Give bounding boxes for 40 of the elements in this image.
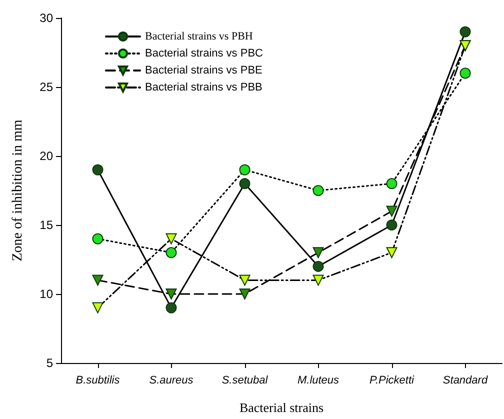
point xyxy=(386,206,398,217)
x-tick-label: Standard xyxy=(442,374,488,386)
point xyxy=(166,288,177,300)
point xyxy=(386,220,398,230)
point xyxy=(239,178,250,190)
point xyxy=(386,178,398,190)
x-tick-label: M.luteus xyxy=(297,374,340,386)
legend-label: Bacterial strains vs PBC xyxy=(145,48,264,60)
point xyxy=(166,302,177,314)
point xyxy=(239,288,250,300)
y-tick-label: 15 xyxy=(40,218,54,232)
x-tick-label: P.Picketti xyxy=(370,374,415,386)
point xyxy=(312,247,324,258)
legend-label: Bacterial strains vs PBB xyxy=(145,82,262,94)
point xyxy=(460,68,471,79)
point xyxy=(386,247,398,258)
point xyxy=(92,274,104,286)
point xyxy=(239,274,250,286)
y-tick-label: 5 xyxy=(46,356,54,370)
y-tick-label: 30 xyxy=(40,11,54,25)
point xyxy=(239,164,250,176)
x-tick-label: S.setubal xyxy=(222,374,268,386)
point xyxy=(92,164,104,176)
legend-label: Bacterial strains vs PBE xyxy=(145,64,262,76)
y-tick-label: 25 xyxy=(40,80,54,94)
point xyxy=(312,260,324,272)
point xyxy=(166,233,177,244)
point xyxy=(312,185,324,196)
point xyxy=(92,302,104,314)
y-axis-title: Zone of inhibition in mm xyxy=(10,120,26,262)
point xyxy=(92,233,104,244)
point xyxy=(166,247,177,258)
x-tick-label: S.aureus xyxy=(149,374,194,386)
y-tick-label: 20 xyxy=(40,149,54,163)
x-axis-title: Bacterial strains xyxy=(239,400,324,415)
point xyxy=(312,274,324,286)
point xyxy=(460,26,471,38)
x-tick-label: B.subtilis xyxy=(76,374,120,386)
legend-label: Bacterial strains vs PBH xyxy=(145,30,253,42)
y-tick-label: 10 xyxy=(40,287,54,301)
